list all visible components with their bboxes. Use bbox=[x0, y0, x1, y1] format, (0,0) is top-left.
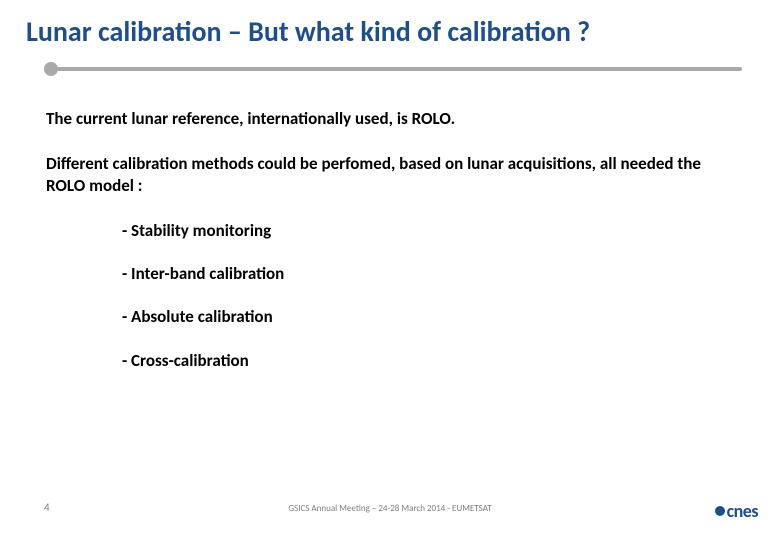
list-item: - Absolute calibration bbox=[122, 306, 740, 327]
title-divider bbox=[44, 62, 742, 76]
list-item: - Stability monitoring bbox=[122, 220, 740, 241]
cnes-logo: cnes bbox=[715, 500, 758, 522]
list-item: - Inter-band calibration bbox=[122, 263, 740, 284]
logo-dot-icon bbox=[715, 506, 725, 516]
footer-text: GSICS Annual Meeting – 24-28 March 2014 … bbox=[0, 503, 780, 514]
body-content: The current lunar reference, internation… bbox=[46, 108, 740, 393]
logo-text: cnes bbox=[727, 500, 758, 522]
slide: Lunar calibration – But what kind of cal… bbox=[0, 0, 780, 540]
paragraph-1: The current lunar reference, internation… bbox=[46, 108, 740, 129]
list-item: - Cross-calibration bbox=[122, 350, 740, 371]
method-list: - Stability monitoring - Inter-band cali… bbox=[122, 220, 740, 371]
slide-title: Lunar calibration – But what kind of cal… bbox=[26, 14, 760, 49]
paragraph-2: Different calibration methods could be p… bbox=[46, 153, 740, 196]
divider-line bbox=[56, 67, 742, 71]
